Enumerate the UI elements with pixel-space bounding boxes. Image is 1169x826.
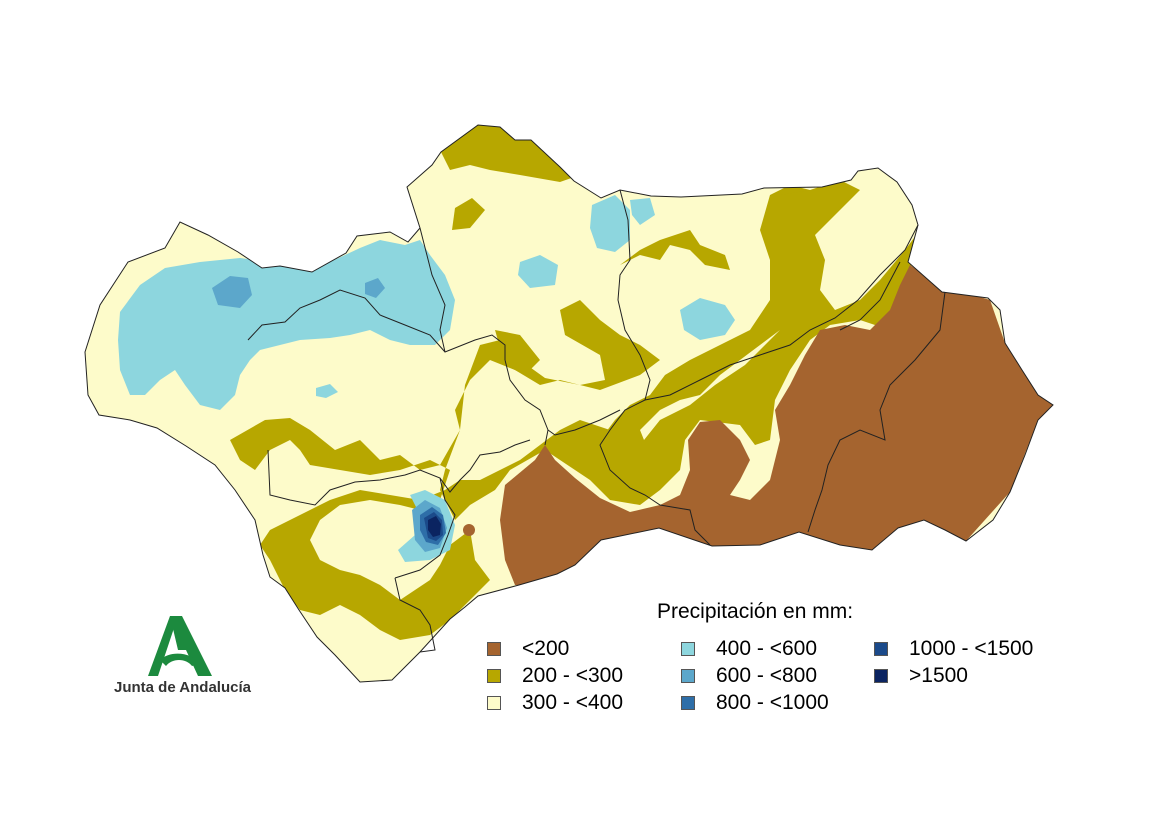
zone-lt-200-spot	[463, 524, 475, 536]
legend-item-600-800: 600 - <800	[681, 664, 817, 688]
legend-title: Precipitación en mm:	[657, 600, 854, 623]
legend-item-400-600: 400 - <600	[681, 637, 817, 661]
legend-item-gt-1500: >1500	[874, 664, 968, 688]
legend-swatch	[681, 642, 695, 656]
zone-gt-1500	[428, 516, 441, 537]
legend-label: 200 - <300	[522, 664, 624, 687]
legend-label: 600 - <800	[716, 664, 818, 687]
legend-item-lt-200: <200	[487, 637, 569, 661]
legend-swatch	[487, 669, 501, 683]
legend-label: 1000 - <1500	[909, 637, 1034, 660]
legend-item-200-300: 200 - <300	[487, 664, 623, 688]
legend-swatch	[681, 696, 695, 710]
logo-text: Junta de Andalucía	[114, 679, 251, 696]
legend-swatch	[487, 696, 501, 710]
legend-swatch	[874, 669, 888, 683]
junta-andalucia-logo-icon	[148, 616, 212, 676]
legend-swatch	[681, 669, 695, 683]
legend-swatch	[487, 642, 501, 656]
legend-label: >1500	[909, 664, 968, 687]
legend-swatch	[874, 642, 888, 656]
legend-label: 400 - <600	[716, 637, 818, 660]
legend-item-1000-1500: 1000 - <1500	[874, 637, 1033, 661]
legend-item-300-400: 300 - <400	[487, 691, 623, 715]
logo-mark	[148, 616, 212, 676]
province-borders	[84, 124, 1054, 683]
legend-label: 800 - <1000	[716, 691, 829, 714]
legend-item-800-1000: 800 - <1000	[681, 691, 829, 715]
legend-label: <200	[522, 637, 570, 660]
legend-label: 300 - <400	[522, 691, 624, 714]
zone-lt-200	[500, 265, 1053, 585]
